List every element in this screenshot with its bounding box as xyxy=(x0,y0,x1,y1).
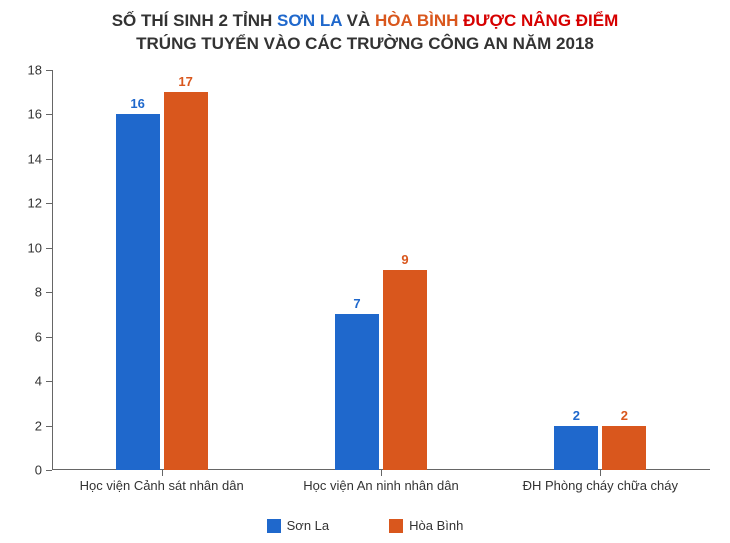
bar: 16 xyxy=(116,114,160,470)
bar-value-label: 2 xyxy=(621,408,628,426)
x-category-label: ĐH Phòng cháy chữa cháy xyxy=(523,470,678,493)
plot-area: 024681012141618 1617Học viện Cảnh sát nh… xyxy=(52,70,710,470)
y-tick-label: 4 xyxy=(35,374,52,389)
chart-title: SỐ THÍ SINH 2 TỈNH SƠN LA VÀ HÒA BÌNH ĐƯ… xyxy=(0,0,730,56)
y-tick-label: 18 xyxy=(28,63,52,78)
bar: 2 xyxy=(554,426,598,470)
title-red: ĐƯỢC NÂNG ĐIỂM xyxy=(458,11,618,30)
bar: 7 xyxy=(335,314,379,470)
title-sonla: SƠN LA xyxy=(277,11,342,30)
bar: 2 xyxy=(602,426,646,470)
title-line2: TRÚNG TUYỂN VÀO CÁC TRƯỜNG CÔNG AN NĂM 2… xyxy=(136,34,594,53)
legend-item-hoabinh: Hòa Bình xyxy=(389,518,463,533)
y-tick-label: 12 xyxy=(28,196,52,211)
x-category-label: Học viện An ninh nhân dân xyxy=(303,470,458,493)
bar: 17 xyxy=(164,92,208,470)
legend: Sơn La Hòa Bình xyxy=(0,518,730,533)
bar-value-label: 2 xyxy=(573,408,580,426)
y-tick-label: 0 xyxy=(35,463,52,478)
title-text: SỐ THÍ SINH 2 TỈNH xyxy=(112,11,277,30)
y-tick-label: 14 xyxy=(28,151,52,166)
x-category-label: Học viện Cảnh sát nhân dân xyxy=(80,470,244,493)
bar: 9 xyxy=(383,270,427,470)
bar-value-label: 7 xyxy=(353,296,360,314)
title-hoabinh: HÒA BÌNH xyxy=(375,11,458,30)
bar-group: 22ĐH Phòng cháy chữa cháy xyxy=(491,70,710,470)
bar-value-label: 16 xyxy=(130,96,144,114)
y-tick-label: 2 xyxy=(35,418,52,433)
legend-swatch-sonla xyxy=(267,519,281,533)
bar-value-label: 17 xyxy=(178,74,192,92)
chart-container: SỐ THÍ SINH 2 TỈNH SƠN LA VÀ HÒA BÌNH ĐƯ… xyxy=(0,0,730,543)
y-tick-label: 10 xyxy=(28,240,52,255)
bar-group: 1617Học viện Cảnh sát nhân dân xyxy=(52,70,271,470)
bar-group: 79Học viện An ninh nhân dân xyxy=(271,70,490,470)
legend-label-sonla: Sơn La xyxy=(287,518,330,533)
y-tick-label: 6 xyxy=(35,329,52,344)
legend-item-sonla: Sơn La xyxy=(267,518,330,533)
y-tick-label: 8 xyxy=(35,285,52,300)
legend-swatch-hoabinh xyxy=(389,519,403,533)
y-tick-label: 16 xyxy=(28,107,52,122)
legend-label-hoabinh: Hòa Bình xyxy=(409,518,463,533)
title-mid: VÀ xyxy=(342,11,375,30)
bar-value-label: 9 xyxy=(401,252,408,270)
